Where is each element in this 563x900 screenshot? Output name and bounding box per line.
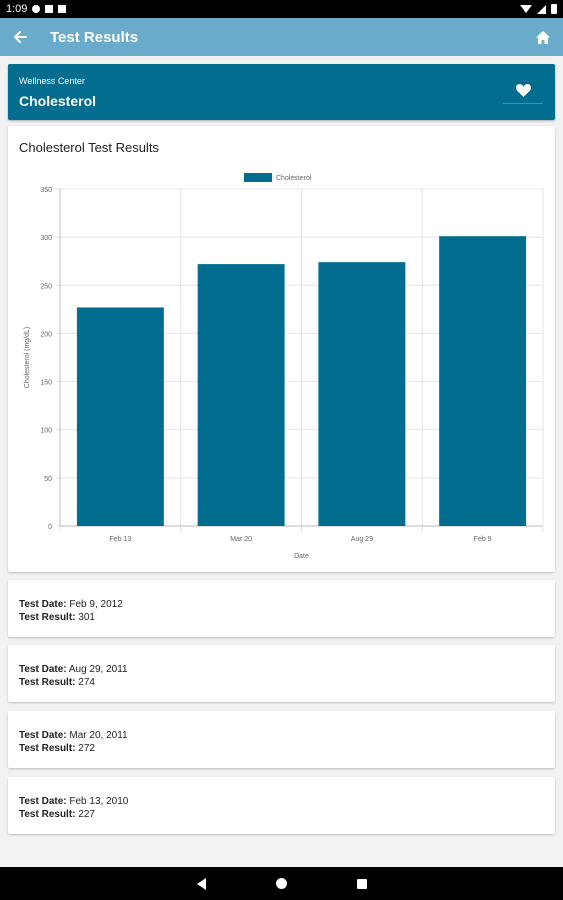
page-title: Test Results bbox=[50, 28, 139, 46]
result-date-line: Test Date: Aug 29, 2011 bbox=[19, 663, 544, 676]
x-tick-label: Mar 20 bbox=[230, 536, 252, 543]
chart-title: Cholesterol Test Results bbox=[19, 140, 159, 155]
y-tick-label: 0 bbox=[48, 524, 52, 531]
test-result-value: 272 bbox=[78, 743, 95, 754]
chat-icon bbox=[32, 5, 41, 13]
arrow-left-icon bbox=[14, 31, 27, 43]
nav-home-button[interactable] bbox=[275, 878, 287, 889]
favorite-button[interactable] bbox=[503, 78, 543, 104]
app-bar: Test Results bbox=[0, 18, 563, 56]
result-value-line: Test Result: 274 bbox=[19, 676, 544, 689]
test-date-value: Aug 29, 2011 bbox=[68, 664, 128, 675]
x-axis-title: Date bbox=[294, 553, 309, 560]
home-icon bbox=[536, 30, 550, 44]
signal-icon bbox=[537, 4, 546, 14]
y-axis-title: Cholesterol (mg/dL) bbox=[24, 327, 31, 388]
result-value-line: Test Result: 301 bbox=[19, 611, 544, 624]
bar bbox=[76, 307, 164, 526]
status-time: 1:09 bbox=[6, 3, 28, 15]
x-tick-label: Aug 29 bbox=[351, 536, 373, 543]
legend-swatch bbox=[244, 173, 272, 182]
result-value-line: Test Result: 227 bbox=[19, 808, 544, 821]
bar bbox=[318, 262, 406, 526]
result-card: Test Date: Feb 13, 2010 Test Result: 227 bbox=[8, 777, 555, 834]
x-tick-label: Feb 13 bbox=[109, 536, 131, 543]
test-date-label: Test Date: bbox=[19, 599, 67, 610]
back-button[interactable] bbox=[0, 18, 40, 56]
result-date-line: Test Date: Feb 13, 2010 bbox=[19, 795, 544, 808]
navigation-bar bbox=[0, 867, 563, 900]
legend-label: Cholesterol bbox=[276, 175, 312, 182]
result-date-line: Test Date: Mar 20, 2011 bbox=[19, 729, 544, 742]
heart-icon bbox=[515, 84, 531, 97]
nav-back-button[interactable] bbox=[196, 877, 206, 890]
test-result-value: 301 bbox=[78, 612, 95, 623]
y-tick-label: 200 bbox=[40, 331, 52, 338]
test-date-label: Test Date: bbox=[19, 796, 67, 807]
header-card: Wellness Center Cholesterol bbox=[8, 64, 555, 120]
bar bbox=[439, 236, 527, 526]
header-subtitle: Wellness Center bbox=[19, 76, 85, 86]
result-date-line: Test Date: Feb 9, 2012 bbox=[19, 598, 544, 611]
sim-icon bbox=[45, 5, 54, 13]
result-card: Test Date: Feb 9, 2012 Test Result: 301 bbox=[8, 580, 555, 637]
y-tick-label: 100 bbox=[40, 428, 52, 435]
test-date-label: Test Date: bbox=[19, 664, 67, 675]
nav-recents-button[interactable] bbox=[356, 878, 367, 889]
result-value-line: Test Result: 272 bbox=[19, 742, 544, 755]
header-title: Cholesterol bbox=[19, 93, 97, 109]
test-result-label: Test Result: bbox=[19, 743, 76, 754]
x-tick-label: Feb 9 bbox=[474, 536, 492, 543]
battery-icon bbox=[551, 4, 557, 14]
test-date-value: Mar 20, 2011 bbox=[69, 730, 128, 741]
result-card: Test Date: Mar 20, 2011 Test Result: 272 bbox=[8, 711, 555, 768]
y-tick-label: 300 bbox=[40, 235, 52, 242]
y-tick-label: 150 bbox=[40, 380, 52, 387]
test-result-label: Test Result: bbox=[19, 612, 76, 623]
y-tick-label: 250 bbox=[40, 283, 52, 290]
test-result-label: Test Result: bbox=[19, 809, 76, 820]
result-card: Test Date: Aug 29, 2011 Test Result: 274 bbox=[8, 645, 555, 702]
cholesterol-bar-chart: 0 50 100 150 200 250 300 350 Feb 13 Mar 20 Aug 29 F… bbox=[24, 173, 544, 560]
home-button[interactable] bbox=[523, 18, 563, 56]
y-tick-label: 350 bbox=[40, 187, 52, 194]
status-bar: 1:09 bbox=[0, 0, 563, 18]
test-result-value: 274 bbox=[78, 677, 95, 688]
y-tick-label: 50 bbox=[44, 476, 52, 483]
test-date-value: Feb 9, 2012 bbox=[69, 599, 123, 610]
test-date-value: Feb 13, 2010 bbox=[69, 796, 129, 807]
bar bbox=[197, 264, 285, 526]
chart-card: Cholesterol Test Results 0 50 100 150 200 250… bbox=[8, 126, 555, 572]
test-date-label: Test Date: bbox=[19, 730, 67, 741]
notification-icon bbox=[58, 5, 67, 13]
test-result-label: Test Result: bbox=[19, 677, 76, 688]
wifi-icon bbox=[520, 5, 532, 13]
test-result-value: 227 bbox=[78, 809, 95, 820]
